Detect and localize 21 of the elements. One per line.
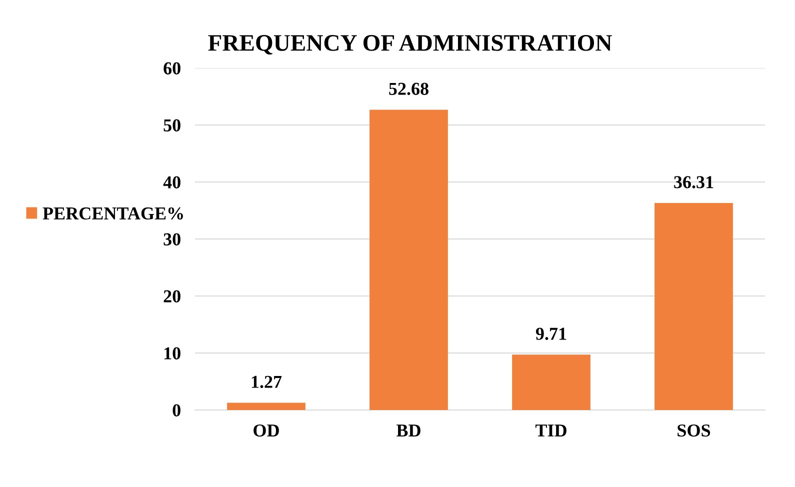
data-label: 9.71	[536, 328, 566, 340]
y-tick-label: 20	[164, 290, 180, 302]
y-tick-label: 30	[164, 233, 180, 246]
chart-title: FREQUENCY OF ADMINISTRATION	[208, 35, 612, 55]
x-tick-label: SOS	[678, 424, 710, 437]
x-tick-label: OD	[254, 424, 279, 437]
bar	[370, 110, 448, 410]
y-tick-label: 50	[164, 119, 180, 132]
legend-label: PERCENTAGE%	[42, 207, 183, 220]
data-label: 1.27	[252, 376, 282, 388]
y-tick-label: 0	[172, 404, 180, 416]
y-tick-label: 60	[164, 62, 180, 74]
y-tick-label: 40	[163, 176, 180, 188]
data-label: 52.68	[389, 82, 428, 96]
y-tick-label: 10	[164, 347, 180, 360]
bar	[227, 402, 306, 410]
bar	[654, 203, 733, 410]
x-tick-label: BD	[396, 424, 420, 436]
data-label: 36.31	[674, 176, 714, 188]
bar	[512, 354, 590, 410]
x-tick-label: TID	[535, 424, 566, 436]
